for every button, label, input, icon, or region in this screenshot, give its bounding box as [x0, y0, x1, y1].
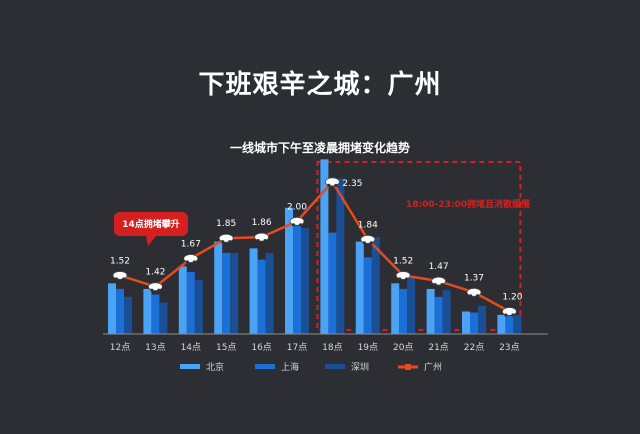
bar-北京-12点 — [108, 283, 116, 334]
bar-上海-20点 — [399, 288, 408, 334]
bar-深圳-20点 — [407, 277, 416, 334]
callout-bubble — [114, 212, 188, 246]
marker-wheel — [334, 183, 338, 187]
marker-wheel — [405, 277, 409, 281]
marker-wheel — [468, 294, 473, 298]
marker-wheel — [369, 241, 373, 245]
page-title: 下班艰辛之城：广州 — [198, 70, 442, 100]
data-label-guangzhou: 1.85 — [216, 219, 236, 229]
legend-label-深圳: 深圳 — [351, 362, 369, 373]
highlight-box — [316, 161, 522, 331]
bar-北京-22点 — [462, 311, 470, 334]
bar-深圳-12点 — [124, 296, 132, 334]
bar-深圳-15点 — [230, 252, 239, 334]
x-tick-label: 14点 — [181, 342, 201, 353]
legend-label-北京: 北京 — [206, 361, 224, 373]
marker-wheel — [440, 282, 444, 287]
data-label-guangzhou: 1.42 — [145, 268, 165, 278]
bar-深圳-23点 — [513, 314, 522, 334]
bar-北京-14点 — [178, 266, 187, 334]
marker-wheel — [511, 313, 515, 317]
x-tick-label: 17点 — [287, 342, 307, 353]
bar-北京-20点 — [391, 283, 400, 334]
marker-wheel — [150, 288, 154, 292]
bar-上海-12点 — [116, 288, 124, 334]
bar-北京-16点 — [249, 248, 258, 334]
marker-wheel — [362, 241, 366, 245]
legend-swatch-上海 — [255, 364, 275, 369]
bar-北京-18点 — [320, 159, 329, 334]
data-label-guangzhou: 1.52 — [393, 256, 413, 266]
legend-label-广州: 广州 — [424, 361, 442, 373]
marker-wheel — [157, 288, 161, 292]
x-tick-label: 13点 — [145, 342, 165, 353]
bar-上海-19点 — [363, 257, 372, 334]
marker-wheel — [114, 277, 119, 281]
marker-wheel — [221, 240, 225, 244]
marker-wheel — [433, 282, 437, 287]
data-label-guangzhou: 1.20 — [502, 292, 522, 302]
bar-北京-21点 — [426, 288, 435, 334]
marker-wheel — [398, 277, 402, 281]
bar-深圳-16点 — [265, 252, 274, 334]
data-label-guangzhou: 2.00 — [287, 202, 307, 212]
bar-北京-19点 — [355, 241, 364, 334]
bar-上海-13点 — [151, 294, 160, 334]
bar-深圳-14点 — [194, 279, 203, 334]
data-label-guangzhou: 1.84 — [358, 220, 378, 230]
legend-marker-广州 — [405, 364, 411, 370]
bar-北京-17点 — [285, 207, 293, 334]
marker-wheel — [192, 260, 196, 264]
x-tick-label: 12点 — [110, 342, 130, 353]
callout-text: 14点拥堵攀升 — [122, 218, 180, 230]
x-tick-label: 22点 — [464, 342, 484, 353]
bar-上海-15点 — [222, 252, 231, 334]
bar-上海-21点 — [434, 296, 443, 334]
legend-label-上海: 上海 — [281, 361, 299, 373]
bar-上海-16点 — [257, 259, 266, 334]
bar-北京-23点 — [497, 314, 506, 334]
x-tick-label: 18点 — [322, 342, 342, 353]
bar-北京-13点 — [143, 288, 152, 334]
highlight-annotation: 18:00-23:00拥堵且消散缓慢 — [406, 198, 531, 210]
bar-上海-14点 — [186, 272, 195, 334]
x-tick-label: 23点 — [499, 342, 519, 353]
bar-深圳-19点 — [371, 237, 380, 334]
marker-wheel — [291, 223, 296, 227]
marker-wheel — [504, 313, 508, 317]
marker-wheel — [185, 260, 189, 264]
bar-深圳-21点 — [442, 290, 451, 334]
bar-北京-15点 — [214, 241, 223, 334]
data-label-guangzhou: 1.52 — [110, 256, 130, 266]
x-tick-label: 20点 — [393, 342, 413, 353]
data-label-guangzhou: 1.37 — [464, 273, 484, 283]
legend-swatch-深圳 — [325, 364, 345, 369]
marker-wheel — [121, 277, 126, 281]
x-tick-label: 16点 — [251, 342, 271, 353]
legend-swatch-北京 — [180, 364, 200, 369]
marker-wheel — [256, 239, 260, 243]
bar-上海-22点 — [470, 312, 478, 334]
x-tick-label: 15点 — [216, 342, 236, 353]
marker-wheel — [475, 294, 480, 298]
bar-深圳-17点 — [301, 228, 309, 334]
data-label-guangzhou: 1.86 — [252, 218, 272, 228]
bar-上海-18点 — [328, 232, 337, 334]
bar-深圳-22点 — [478, 305, 486, 334]
data-label-guangzhou: 1.47 — [429, 262, 449, 272]
bar-上海-23点 — [505, 315, 514, 334]
marker-wheel — [263, 239, 267, 243]
bar-上海-17点 — [293, 225, 301, 334]
bar-深圳-13点 — [159, 302, 168, 334]
chart-subtitle: 一线城市下午至凌晨拥堵变化趋势 — [229, 141, 410, 155]
marker-wheel — [298, 223, 303, 227]
bar-深圳-18点 — [336, 178, 345, 334]
data-label-guangzhou: 1.67 — [181, 240, 201, 250]
x-tick-label: 19点 — [358, 342, 378, 353]
marker-wheel — [327, 183, 331, 187]
data-label-guangzhou: 2.35 — [342, 179, 362, 189]
x-tick-label: 21点 — [428, 342, 448, 353]
marker-wheel — [228, 240, 232, 244]
